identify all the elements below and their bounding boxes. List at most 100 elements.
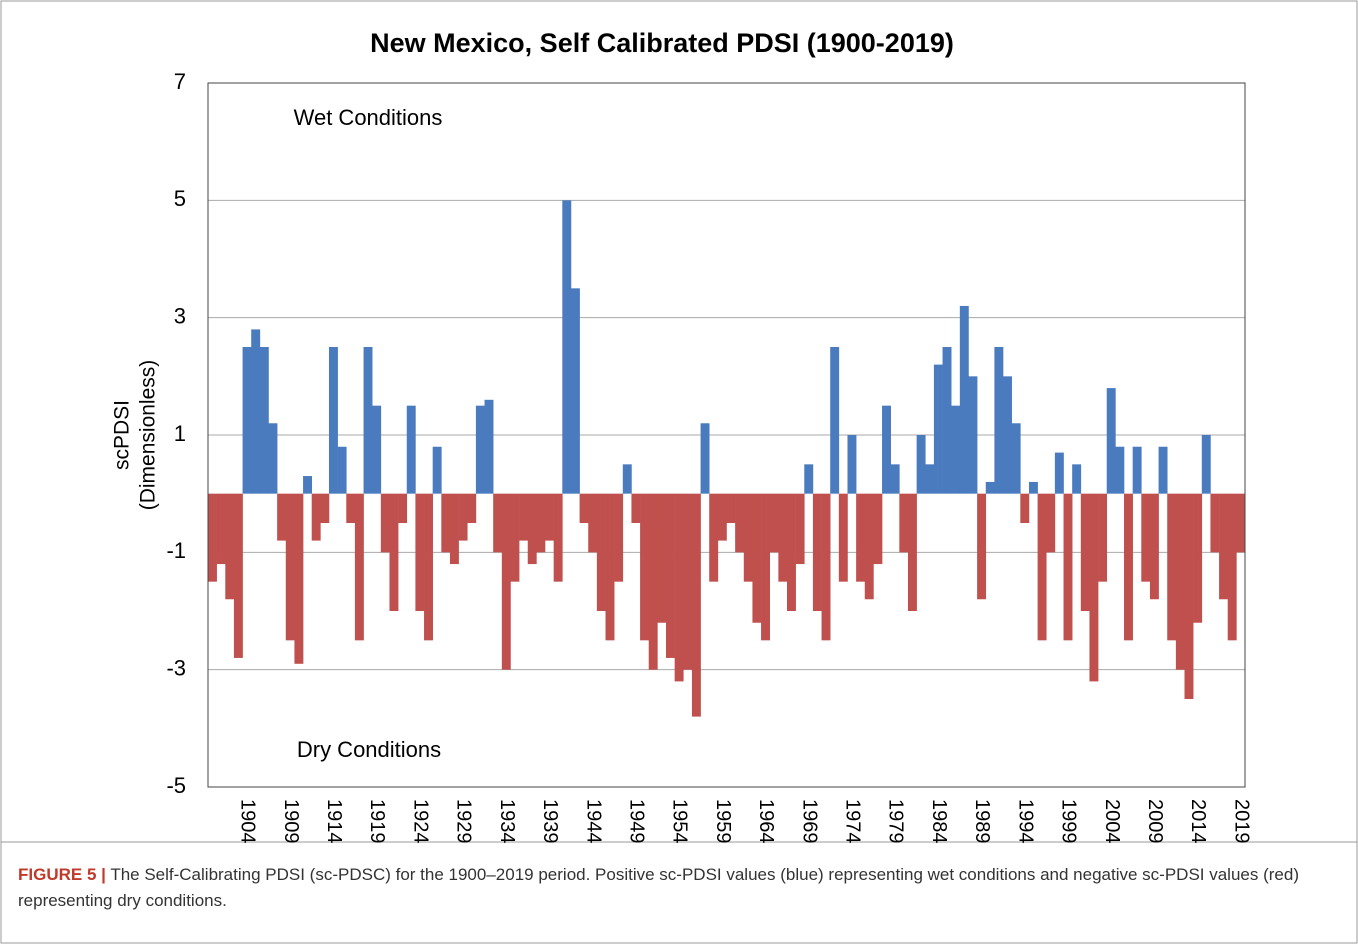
bar [553,493,563,582]
bar [579,493,589,523]
bar [1236,493,1246,553]
bar [259,347,269,494]
bar [743,493,753,582]
bar [501,493,511,670]
plot-border [207,82,1246,788]
y-tick-label: 1 [174,421,186,446]
bar [838,493,848,582]
bar [1219,493,1229,600]
bar [804,464,814,494]
bar [363,347,373,494]
x-tick-label: 1969 [798,799,820,844]
bar [1210,493,1220,553]
bar [674,493,684,682]
x-tick-label: 1964 [755,799,777,844]
y-tick-label: 3 [174,303,186,328]
bar [320,493,330,523]
bar [389,493,399,611]
y-tick-label: -1 [166,538,186,563]
bar [907,493,917,611]
bar [458,493,468,541]
bar [1201,435,1211,494]
bar [821,493,831,641]
bar [1141,493,1151,582]
bar [493,493,503,553]
bar [666,493,675,658]
bar [933,364,943,494]
bar [311,493,321,541]
y-tick-label: 7 [174,69,186,94]
bar [415,493,425,611]
bar [588,493,598,553]
bar [449,493,459,565]
bar [510,493,520,582]
x-tick-label: 1919 [366,799,388,844]
bar [717,493,727,541]
bar [562,200,572,494]
bar [208,493,217,582]
bar [968,376,978,494]
bar [709,493,719,582]
bar [1098,493,1108,582]
bar [605,493,615,641]
bar [959,305,969,494]
bar [700,423,710,494]
bar [432,446,442,494]
bar [596,493,606,611]
bar [303,476,312,494]
bar [277,493,287,541]
bar [519,493,529,541]
bar [1020,493,1030,523]
bar [1054,452,1064,494]
bar [1124,493,1133,641]
bar [830,347,840,494]
bar [1063,493,1073,641]
bar [1003,376,1012,494]
bar [1227,493,1237,641]
bar [882,405,891,494]
bar [752,493,762,623]
bar [1089,493,1099,682]
bar [622,464,632,494]
bar [812,493,822,611]
bar [1149,493,1159,600]
bar [346,493,356,523]
y-tick-label: -3 [166,655,186,680]
x-tick-label: 1909 [280,799,302,844]
x-tick-label: 1924 [409,799,431,844]
bar [1011,423,1021,494]
bar [354,493,364,641]
bar [1115,446,1125,494]
bar [795,493,805,565]
bar [683,493,693,670]
caption-label: FIGURE 5 | [18,865,106,884]
bar [536,493,546,553]
bar [216,493,226,565]
bar [545,493,554,541]
bar [441,493,451,553]
bar [570,288,580,494]
bar [225,493,235,600]
bar [406,405,416,494]
bar [475,405,485,494]
bar [735,493,745,553]
y-tick-label: 5 [174,186,186,211]
bar [294,493,304,664]
x-tick-label: 1944 [582,799,604,844]
bar [285,493,295,641]
y-axis-label: scPDSI (Dimensionless) [111,360,160,511]
bar [1132,446,1142,494]
x-tick-label: 1954 [669,799,691,844]
bar [847,435,857,494]
bar [916,435,926,494]
bar [786,493,796,611]
x-tick-label: 1989 [971,799,993,844]
bar [380,493,390,553]
bar [233,493,243,658]
annotation: Wet Conditions [294,105,443,130]
bar [977,493,987,600]
bar [1167,493,1177,641]
caption-text: The Self-Calibrating PDSI (sc-PDSC) for … [18,865,1299,910]
x-tick-label: 2014 [1187,799,1209,844]
